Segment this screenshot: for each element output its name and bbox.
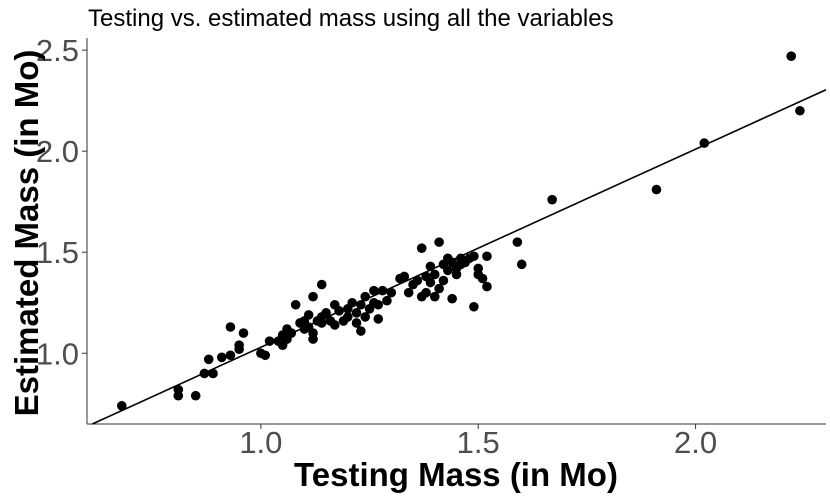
x-axis: 1.0 1.5 2.0	[87, 423, 826, 460]
data-point	[225, 322, 236, 332]
data-point	[373, 299, 384, 310]
data-point	[547, 194, 557, 205]
data-point	[399, 271, 410, 282]
x-axis-title: Testing Mass (in Mo)	[294, 456, 618, 493]
data-point	[482, 281, 492, 292]
x-ticks: 1.0 1.5 2.0	[239, 424, 717, 460]
data-point	[343, 312, 353, 322]
chart-title: Testing vs. estimated mass using all the…	[88, 5, 614, 32]
data-point	[795, 105, 805, 116]
plot-area: 1.0 1.5 2.0 2.5 1.0 1.5 2.0	[36, 33, 827, 460]
data-point	[425, 261, 436, 272]
data-point	[360, 312, 371, 322]
data-point	[199, 368, 210, 379]
data-point	[308, 291, 318, 302]
y-axis: 1.0 1.5 2.0 2.5	[36, 33, 88, 424]
data-point	[316, 318, 327, 328]
data-point	[347, 297, 357, 308]
y-tick-label: 1.0	[36, 336, 79, 371]
data-point	[786, 51, 797, 61]
data-point	[286, 328, 297, 338]
x-tick-label: 1.0	[239, 425, 282, 460]
data-point	[699, 138, 710, 148]
data-point	[425, 277, 436, 288]
y-tick-label: 2.5	[36, 33, 79, 68]
data-point	[290, 299, 301, 310]
data-point	[451, 269, 462, 280]
data-point	[482, 251, 492, 262]
data-point	[234, 340, 244, 350]
data-point	[321, 308, 331, 318]
data-point	[477, 273, 488, 284]
data-point	[334, 306, 344, 316]
data-point	[308, 334, 318, 344]
data-point	[360, 291, 371, 302]
data-point	[429, 291, 440, 302]
data-point	[329, 320, 340, 330]
data-point	[434, 237, 444, 247]
data-point	[303, 310, 314, 320]
data-point	[443, 265, 453, 276]
data-point	[386, 287, 397, 298]
data-point	[203, 354, 214, 365]
data-point	[208, 368, 218, 379]
data-point	[651, 184, 662, 195]
data-point	[469, 301, 479, 312]
data-point	[403, 287, 414, 298]
data-point	[434, 283, 444, 294]
data-point	[429, 269, 440, 280]
y-tick-label: 2.0	[36, 134, 79, 169]
data-point	[382, 295, 392, 306]
data-point	[373, 314, 384, 324]
data-point	[447, 293, 457, 304]
data-point	[412, 275, 423, 286]
data-point	[225, 350, 236, 361]
data-point	[316, 279, 327, 290]
x-tick-label: 2.0	[674, 425, 717, 460]
data-point	[351, 318, 362, 328]
data-point	[421, 287, 431, 298]
data-points	[116, 51, 805, 411]
data-point	[369, 285, 379, 296]
y-tick-label: 1.5	[36, 235, 79, 270]
data-point	[190, 390, 201, 401]
data-point	[377, 285, 388, 296]
data-point	[173, 390, 184, 401]
data-point	[264, 336, 275, 346]
data-point	[438, 275, 449, 286]
data-point	[469, 251, 479, 262]
y-ticks: 1.0 1.5 2.0 2.5	[36, 33, 87, 371]
data-point	[116, 401, 127, 411]
data-point	[238, 328, 249, 338]
data-point	[512, 237, 523, 247]
data-point	[260, 350, 271, 361]
y-axis-title: Estimated Mass (in Mo)	[8, 50, 45, 417]
data-point	[216, 352, 227, 363]
data-point	[416, 243, 427, 253]
data-point	[356, 326, 366, 336]
data-point	[351, 308, 362, 318]
x-tick-label: 1.5	[457, 425, 500, 460]
data-point	[356, 299, 366, 310]
data-point	[516, 259, 527, 270]
